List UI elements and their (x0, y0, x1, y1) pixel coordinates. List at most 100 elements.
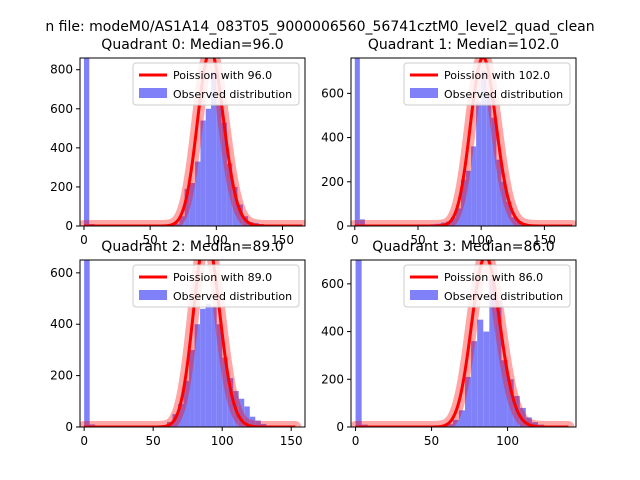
histogram-bar (495, 300, 502, 427)
quadrant-2-title: Quadrant 2: Median=89.0 (101, 239, 283, 255)
legend-bar-swatch (139, 290, 167, 300)
histogram-bar (211, 306, 217, 427)
histogram-bar (211, 71, 217, 226)
x-tick-label: 0 (80, 233, 88, 247)
y-tick-label: 600 (50, 102, 73, 116)
legend-label-poisson: Poission with 86.0 (444, 271, 543, 284)
legend-label-poisson: Poission with 89.0 (173, 271, 272, 284)
histogram-bar (489, 279, 496, 427)
histogram-bar (184, 188, 190, 226)
legend-bar-swatch (410, 290, 438, 300)
y-tick-label: 400 (50, 317, 73, 331)
histogram-bar (194, 324, 201, 427)
histogram-bar (216, 324, 223, 427)
quadrant-0-legend: Poission with 96.0 Observed distribution (132, 62, 300, 106)
histogram-bar (84, 260, 90, 427)
histogram-bar (486, 93, 492, 226)
histogram-bar (173, 223, 180, 226)
y-tick-label: 600 (321, 86, 344, 100)
histogram-bar (359, 219, 365, 226)
x-tick-label: 100 (496, 434, 519, 448)
x-tick-label: 100 (205, 233, 228, 247)
histogram-bar (471, 341, 478, 427)
legend-box (132, 62, 300, 106)
y-tick-label: 200 (321, 175, 344, 189)
x-tick-label: 150 (280, 434, 303, 448)
histogram-bar (476, 102, 482, 226)
histogram-bar (506, 201, 512, 226)
histogram-bar (355, 260, 362, 427)
histogram-bar (525, 417, 532, 427)
histogram-bar (83, 58, 90, 226)
y-tick-label: 0 (65, 219, 73, 233)
histogram-bar (531, 422, 538, 427)
histogram-bar (455, 208, 461, 226)
histogram-bar (477, 319, 484, 427)
histogram-bar (232, 186, 238, 226)
y-tick-label: 0 (336, 420, 344, 434)
histogram-bar (238, 398, 245, 427)
histogram-bar (511, 217, 517, 226)
histogram-bar (227, 378, 234, 427)
histogram-bar (260, 423, 267, 427)
legend-label-observed: Observed distribution (444, 88, 563, 101)
quadrant-1-panel: Quadrant 1: Median=102.0 0 50 100 150 0 200 400… (321, 37, 577, 247)
x-tick-label: 50 (424, 434, 439, 448)
y-tick-label: 800 (50, 63, 73, 77)
histogram-bar (221, 122, 227, 226)
legend-label-observed: Observed distribution (173, 290, 292, 303)
x-tick-label: 50 (143, 233, 158, 247)
histogram-bar (200, 120, 206, 226)
histogram-bar (178, 403, 184, 427)
quadrant-3-title: Quadrant 3: Median=86.0 (372, 239, 554, 255)
y-tick-label: 400 (50, 141, 73, 155)
quadrant-0-axes-frame (79, 57, 306, 227)
legend-label-observed: Observed distribution (173, 88, 292, 101)
histogram-bar (501, 360, 508, 427)
y-tick-label: 200 (321, 372, 344, 386)
legend-box (403, 264, 571, 308)
histogram-bar (491, 117, 497, 226)
histogram-bar (507, 379, 514, 427)
quadrant-1-legend: Poission with 102.0 Observed distribution (403, 62, 571, 106)
x-tick-label: 50 (146, 434, 161, 448)
histogram-bar (460, 179, 467, 226)
x-tick-label: 0 (352, 434, 360, 448)
histogram-bar (249, 416, 256, 427)
histogram-bar (179, 216, 185, 226)
histogram-bar (226, 163, 233, 226)
legend-bar-swatch (139, 88, 167, 98)
histogram-bar (516, 221, 522, 226)
x-tick-label: 150 (271, 233, 294, 247)
x-tick-label: 0 (80, 434, 88, 448)
histogram-bar (496, 159, 502, 226)
histogram-bar (205, 108, 212, 226)
y-tick-label: 600 (50, 266, 73, 280)
legend-box (132, 264, 300, 308)
x-tick-label: 50 (410, 233, 425, 247)
histogram-bar (222, 357, 228, 427)
histogram-bar (452, 419, 459, 427)
histogram-bar (458, 410, 466, 427)
histogram-bar (446, 424, 453, 427)
histogram-bar (450, 217, 456, 226)
quadrant-0-title: Quadrant 0: Median=96.0 (101, 37, 283, 53)
legend-label-observed: Observed distribution (444, 290, 563, 303)
x-tick-label: 100 (211, 434, 234, 448)
y-tick-label: 0 (65, 420, 73, 434)
quadrant-1-axes-frame (350, 57, 577, 227)
quadrant-2-panel: Quadrant 2: Median=89.0 0 50 100 150 0 200 400 6… (50, 239, 306, 448)
quadrant-1-title: Quadrant 1: Median=102.0 (368, 37, 559, 53)
histogram-bar (189, 183, 196, 226)
y-tick-label: 200 (50, 369, 73, 383)
quadrant-3-axes-frame (350, 259, 577, 428)
histogram-bar (237, 204, 243, 226)
histogram-bar (244, 406, 250, 427)
figure-suptitle: n file: modeM0/AS1A14_083T05_9000006560_… (45, 19, 594, 35)
histogram-bar (483, 331, 490, 427)
histogram-bar (465, 376, 472, 427)
quadrant-2-axes-frame (79, 259, 306, 428)
x-tick-label: 100 (470, 233, 493, 247)
